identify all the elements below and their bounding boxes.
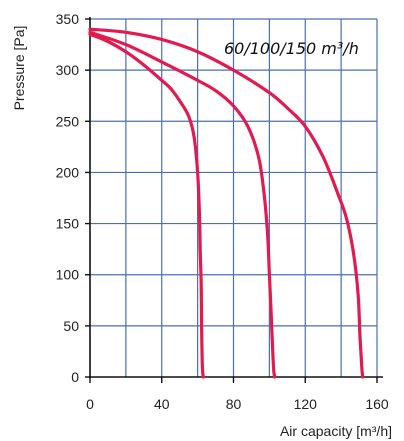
axes: [85, 17, 383, 383]
y-tick-label: 300: [56, 62, 80, 78]
curve-annotation: 60/100/150 m³/h: [224, 39, 359, 58]
y-tick-label: 0: [71, 369, 79, 385]
series-line-3: [88, 27, 365, 379]
series-lines: [88, 27, 365, 379]
y-tick-label: 250: [56, 113, 80, 129]
series-line-2: [88, 30, 277, 379]
x-axis-label: Air capacity [m³/h]: [280, 423, 392, 439]
x-tick-label: 80: [226, 396, 242, 412]
y-tick-label: 350: [56, 11, 80, 27]
y-tick-label: 200: [56, 164, 80, 180]
y-axis-label: Pressure [Pa]: [11, 26, 27, 111]
y-tick-label: 150: [56, 216, 80, 232]
x-tick-label: 40: [154, 396, 170, 412]
series-line-1: [88, 32, 205, 379]
y-tick-label: 100: [56, 267, 80, 283]
tick-labels: 0 50 100 150 200 250 300 350 0 40 80 120 160: [56, 11, 389, 412]
x-tick-label: 0: [86, 396, 94, 412]
x-tick-label: 120: [294, 396, 318, 412]
x-tick-label: 160: [365, 396, 389, 412]
y-tick-label: 50: [63, 318, 79, 334]
grid: [90, 18, 378, 377]
